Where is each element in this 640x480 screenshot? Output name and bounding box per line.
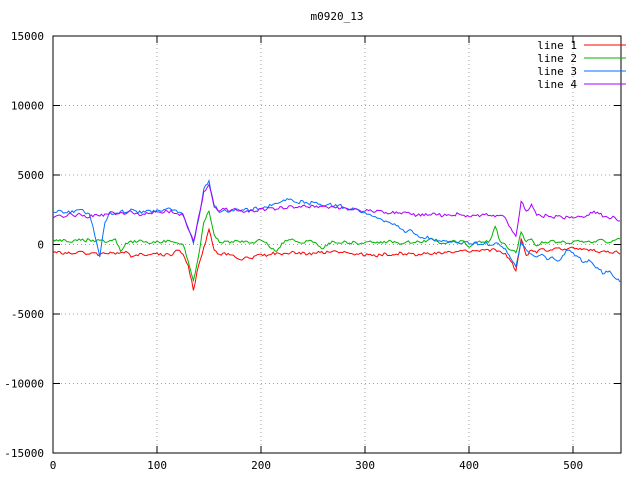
series-line-2 — [52, 209, 621, 283]
x-tick-label-500: 500 — [563, 459, 583, 472]
tick-labels: 0 100 200 300 400 500 -15000 -10000 -5000 0 5000 10… — [4, 30, 583, 472]
y-tick-label-5000: 5000 — [18, 169, 45, 182]
x-tick-label-0: 0 — [50, 459, 57, 472]
x-tick-label-400: 400 — [459, 459, 479, 472]
y-tick-label-15000: 15000 — [11, 30, 44, 43]
chart-title: m0920_13 — [311, 10, 364, 23]
legend-label-3: line 3 — [537, 65, 577, 78]
series-line-4 — [52, 183, 621, 244]
legend-label-1: line 1 — [537, 39, 577, 52]
y-tick-label--5000: -5000 — [11, 308, 44, 321]
x-tick-label-100: 100 — [147, 459, 167, 472]
grid-layer — [53, 36, 621, 453]
series-line-1 — [52, 227, 621, 291]
x-tick-label-300: 300 — [355, 459, 375, 472]
x-tick-label-200: 200 — [251, 459, 271, 472]
y-tick-label-0: 0 — [37, 239, 44, 252]
legend-label-2: line 2 — [537, 52, 577, 65]
y-tick-label--10000: -10000 — [4, 378, 44, 391]
tick-marks — [52, 35, 621, 454]
series-layer — [52, 178, 621, 291]
series-line-3 — [52, 178, 621, 283]
y-tick-label-10000: 10000 — [11, 100, 44, 113]
y-tick-label--15000: -15000 — [4, 447, 44, 460]
legend-label-4: line 4 — [537, 78, 577, 91]
